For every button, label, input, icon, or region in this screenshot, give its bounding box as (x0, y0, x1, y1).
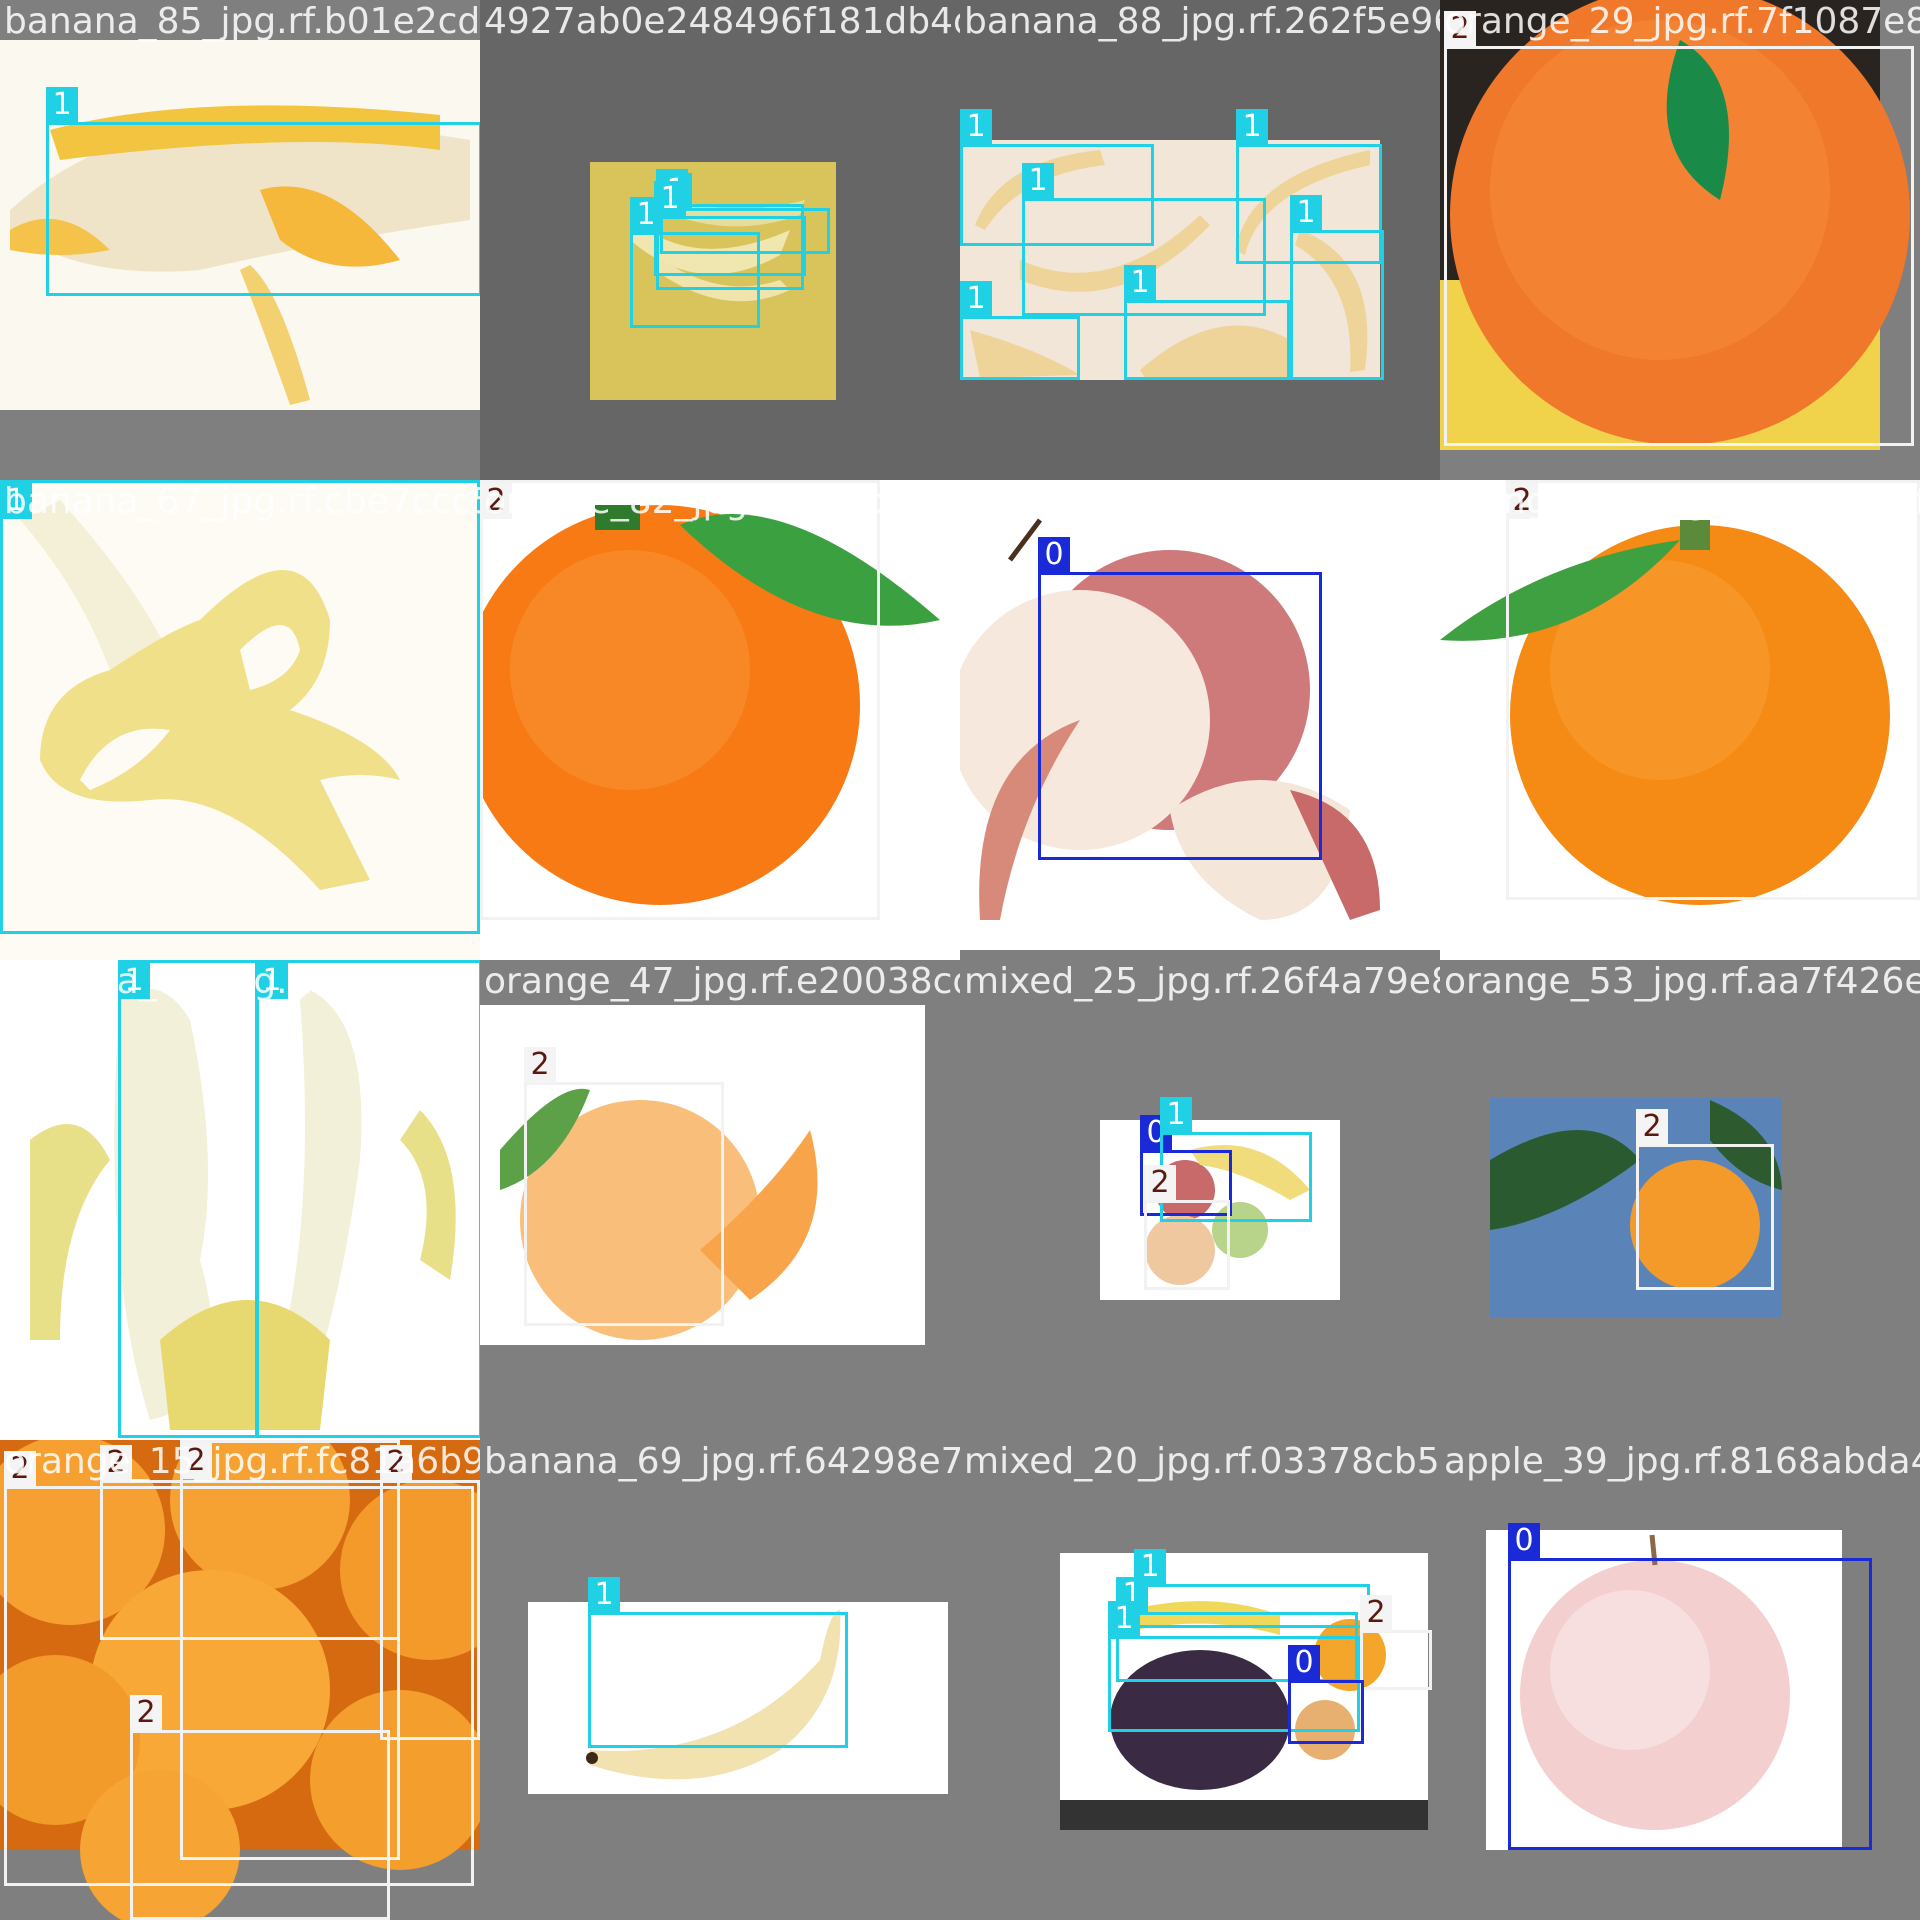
bbox-class-2: 2 (1636, 1109, 1774, 1290)
class-label: 1 (256, 963, 288, 999)
class-label: 0 (1288, 1645, 1320, 1681)
class-label: 2 (524, 1047, 556, 1083)
bbox-class-1: 1 (1236, 109, 1382, 264)
class-label: 1 (1108, 1601, 1140, 1637)
bbox-class-1: 1 (1022, 163, 1266, 316)
bbox-class-2: 2 (100, 1445, 400, 1640)
class-label: 2 (1360, 1595, 1392, 1631)
tile[interactable]: 2 orange_29_jpg.rf.7f1087e86f (1440, 0, 1920, 480)
bbox-class-0: 0 (1508, 1523, 1872, 1850)
bbox-class-2: 2 (1506, 480, 1920, 900)
bbox-class-2: 2 (180, 1440, 400, 1860)
bbox-class-2: 2 (380, 1445, 480, 1740)
bbox-class-1: 1 (118, 960, 258, 1438)
bbox-class-1: 1 (654, 181, 806, 276)
class-label: 2 (130, 1695, 162, 1731)
class-label: 1 (1124, 265, 1156, 301)
class-label: 1 (960, 109, 992, 145)
tile-image (480, 0, 960, 480)
bbox-class-1: 1 (0, 480, 480, 934)
tile[interactable]: 2 orange_53_jpg.rf.aa7f426e6 (1440, 960, 1920, 1440)
class-label: 2 (100, 1445, 132, 1481)
class-label: 1 (1236, 109, 1268, 145)
class-label: 2 (4, 1451, 36, 1487)
tile[interactable]: 1 banana_85_jpg.rf.b01e2cd1e (0, 0, 480, 480)
class-label: 1 (1290, 195, 1322, 231)
tile[interactable]: 1 1 1 2 0 mixed_20_jpg.rf.03378cb5ee (960, 1440, 1440, 1920)
tile-image (480, 1440, 960, 1920)
class-label: 1 (588, 1577, 620, 1613)
class-label: 1 (46, 87, 78, 123)
bbox-class-1: 1 (1124, 265, 1290, 380)
class-label: 1 (118, 963, 150, 999)
class-label: 2 (1636, 1109, 1668, 1145)
tile-image (0, 960, 480, 1440)
tile[interactable]: 0 apple_60_jpg.rf.9e515d7eac (960, 480, 1440, 960)
class-label: 1 (1160, 1097, 1192, 1133)
tile-image (1440, 0, 1920, 480)
bbox-class-2: 2 (1444, 11, 1914, 446)
tile-image (1440, 480, 1920, 960)
bbox-class-2: 2 (130, 1695, 390, 1920)
bbox-class-2: 2 (4, 1451, 474, 1886)
tile[interactable]: 1 1 banana_78_jpg.rf.01c9e49b (0, 960, 480, 1440)
bbox-class-1: 1 (256, 960, 480, 1438)
bbox-class-1: 1 (960, 109, 1154, 246)
class-label: 2 (480, 483, 512, 519)
bbox-class-2: 2 (480, 480, 880, 920)
tile[interactable]: 2 orange_47_jpg.rf.e20038cd9 (480, 960, 960, 1440)
tile[interactable]: 2 orange_18_jpg.rf.e418bbaf2 (1440, 480, 1920, 960)
tile-image (0, 1440, 480, 1920)
bbox-class-1: 1 (588, 1577, 848, 1748)
tile-image (1440, 1440, 1920, 1920)
class-label: 0 (1038, 537, 1070, 573)
bbox-class-1: 1 (46, 87, 480, 296)
bbox-class-2: 2 (1360, 1595, 1432, 1690)
tile-image (0, 40, 480, 410)
tile-image (480, 480, 960, 960)
tile[interactable]: 0 1 2 mixed_25_jpg.rf.26f4a79e85 (960, 960, 1440, 1440)
bbox-class-1: 1 (960, 281, 1080, 380)
bbox-class-1: 1 (1108, 1601, 1360, 1732)
class-label: 0 (1508, 1523, 1540, 1559)
class-label: 1 (960, 281, 992, 317)
tile[interactable]: 11114927ab0e248496f181db4d683 (480, 0, 960, 480)
tile[interactable]: 1 banana_69_jpg.rf.64298e7b2 (480, 1440, 960, 1920)
bbox-class-0: 0 (1038, 537, 1322, 860)
bbox-class-1: 1 (1290, 195, 1384, 380)
class-label: 2 (380, 1445, 412, 1481)
class-label: 2 (180, 1443, 212, 1479)
class-label: 2 (1506, 483, 1538, 519)
class-label: 1 (1022, 163, 1054, 199)
tile-image (0, 480, 480, 960)
bbox-class-2: 2 (1144, 1165, 1230, 1290)
tile[interactable]: 2 2 2 2 2 orange_15_jpg.rf.fc81a6b91 (0, 1440, 480, 1920)
bbox-class-0: 0 (1288, 1645, 1364, 1744)
class-label: 2 (1144, 1165, 1176, 1201)
class-label: 2 (1444, 11, 1476, 47)
class-label: 1 (654, 181, 686, 217)
class-label: 1 (0, 483, 32, 519)
bbox-class-2: 2 (524, 1047, 724, 1326)
